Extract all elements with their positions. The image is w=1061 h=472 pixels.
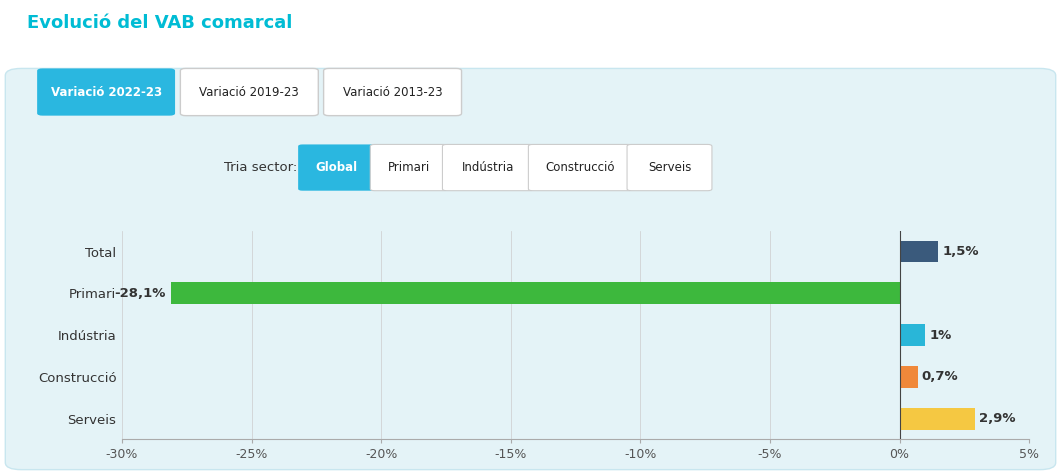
Text: 2,9%: 2,9% <box>978 412 1015 425</box>
FancyBboxPatch shape <box>370 144 448 191</box>
FancyBboxPatch shape <box>298 144 376 191</box>
Bar <box>900 366 918 388</box>
Text: Serveis: Serveis <box>648 161 691 174</box>
FancyBboxPatch shape <box>324 68 462 116</box>
Text: 1,5%: 1,5% <box>942 245 979 258</box>
Text: Primari: Primari <box>388 161 430 174</box>
FancyBboxPatch shape <box>180 68 318 116</box>
Bar <box>900 408 975 430</box>
Text: Indústria: Indústria <box>462 161 515 174</box>
FancyBboxPatch shape <box>528 144 632 191</box>
Text: Variació 2022-23: Variació 2022-23 <box>51 85 161 99</box>
Text: Construcció: Construcció <box>545 161 615 174</box>
Bar <box>900 241 938 262</box>
Text: Evolució del VAB comarcal: Evolució del VAB comarcal <box>27 14 292 32</box>
Text: Tria sector:: Tria sector: <box>224 161 297 174</box>
FancyBboxPatch shape <box>627 144 712 191</box>
FancyBboxPatch shape <box>37 68 175 116</box>
Text: Global: Global <box>316 161 358 174</box>
Text: Variació 2019-23: Variació 2019-23 <box>199 85 299 99</box>
Text: 0,7%: 0,7% <box>922 371 958 383</box>
FancyBboxPatch shape <box>5 68 1056 470</box>
Bar <box>171 282 900 304</box>
Text: -28,1%: -28,1% <box>115 287 167 300</box>
FancyBboxPatch shape <box>442 144 534 191</box>
Bar <box>900 324 925 346</box>
Text: Variació 2013-23: Variació 2013-23 <box>343 85 442 99</box>
Text: 1%: 1% <box>929 329 952 342</box>
